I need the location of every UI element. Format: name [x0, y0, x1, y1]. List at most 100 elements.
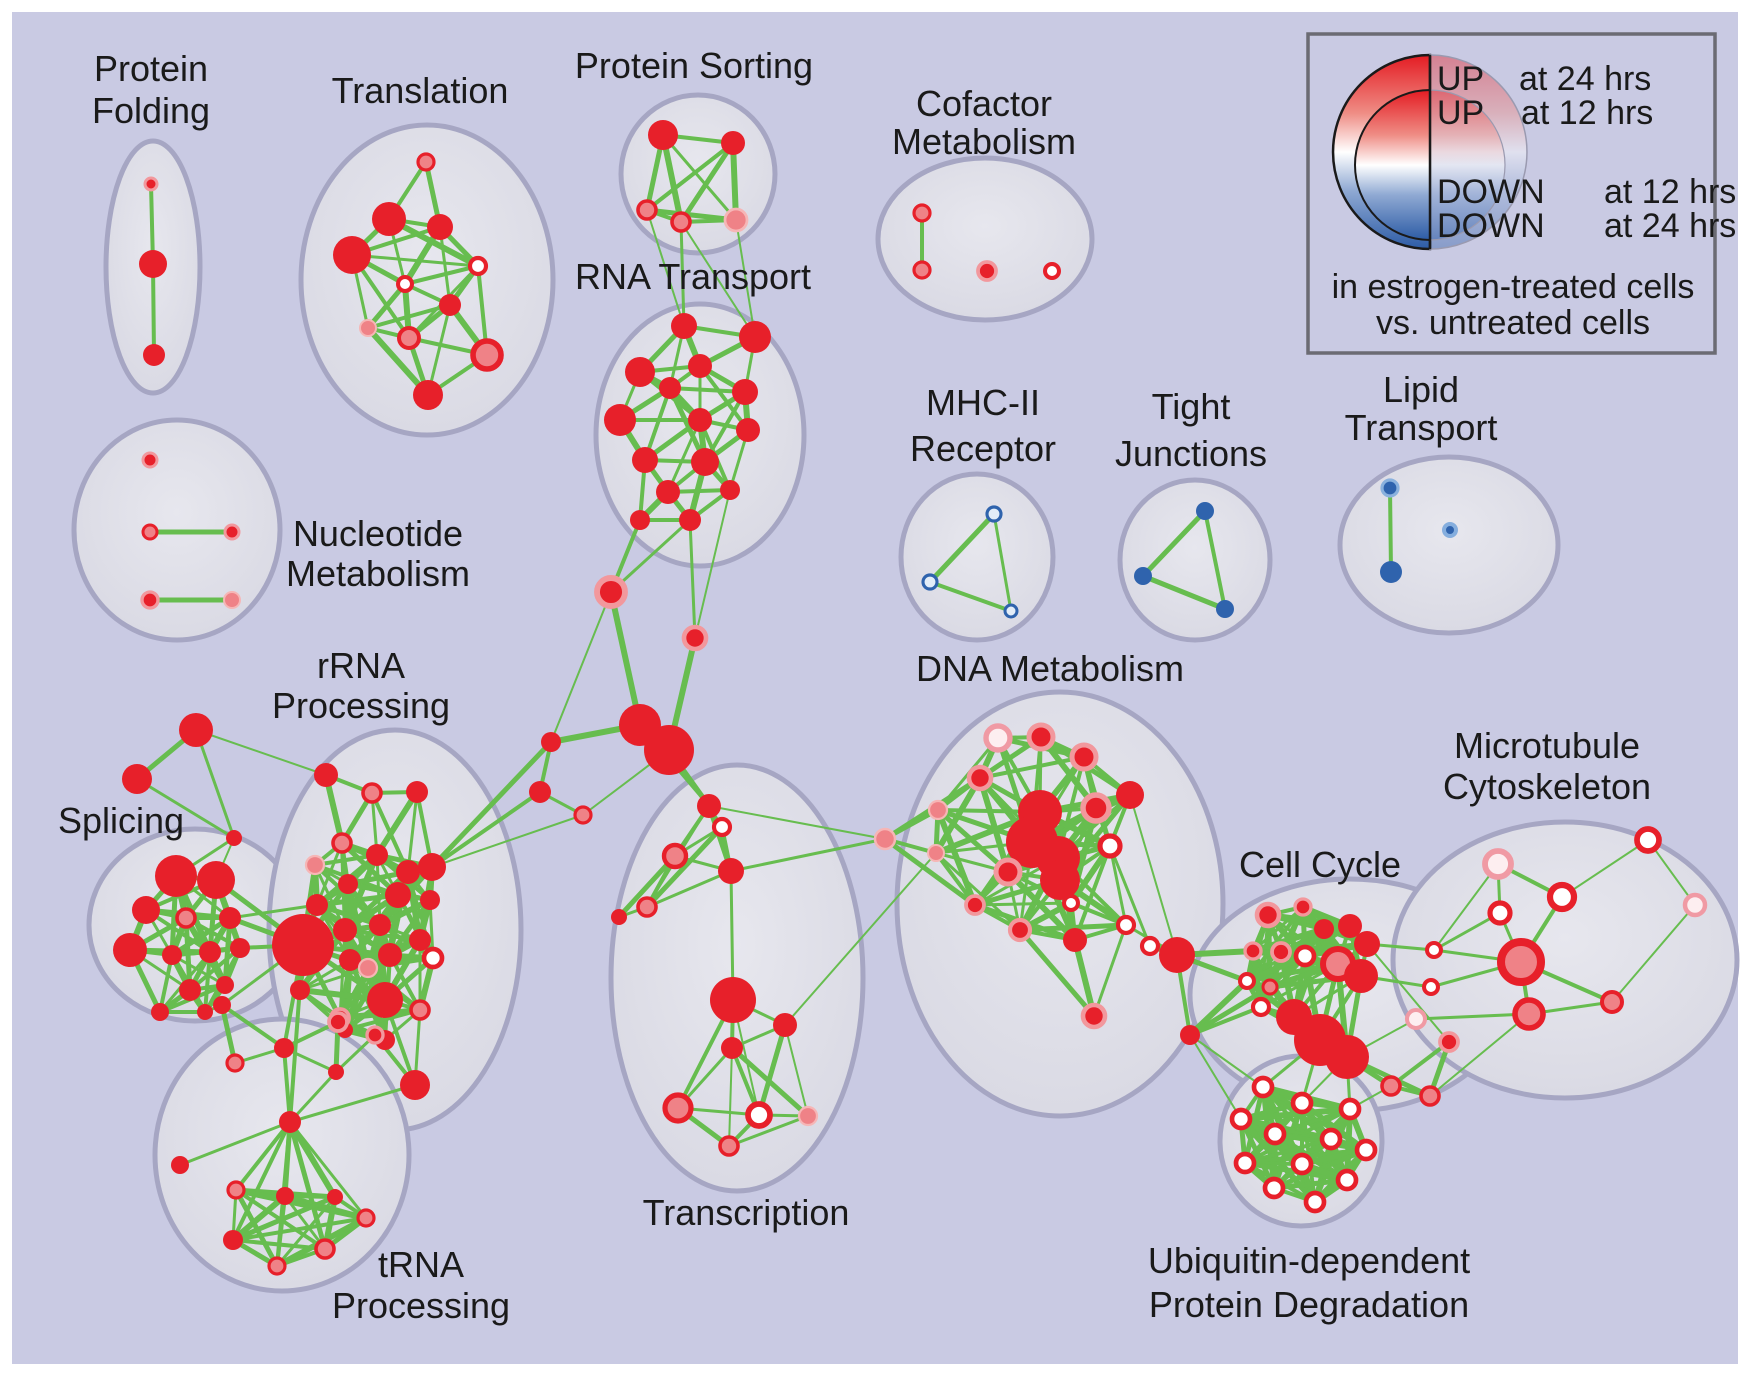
mesh-edge-rt	[698, 364, 750, 432]
gene-node-mt-3	[1425, 941, 1443, 959]
gene-node-tj-1	[1134, 567, 1152, 585]
gene-node-ub-0	[1251, 1075, 1275, 1099]
gene-node-hb-3	[644, 725, 694, 775]
gene-node-mt-9	[1634, 826, 1662, 854]
mesh-edge-tr	[287, 1119, 328, 1252]
gene-node-rr-15	[339, 949, 361, 971]
mesh-edge-ub	[1271, 1177, 1350, 1191]
gene-node-rr-20	[367, 982, 403, 1018]
cluster-ellipse-tr	[152, 1016, 412, 1294]
gene-node-tr-5	[223, 1230, 243, 1250]
mesh-edge-tl	[426, 303, 452, 397]
gene-node-tl-7	[359, 319, 377, 337]
gene-node-bt-4	[365, 1025, 385, 1045]
mesh-edge-tr	[230, 1193, 288, 1243]
gene-node-tx-7	[773, 1013, 797, 1037]
gene-node-rr-5	[366, 844, 388, 866]
gene-node-rt-11	[656, 480, 680, 504]
gene-node-cc-5	[1243, 941, 1263, 961]
gene-node-cc-20	[1380, 1075, 1402, 1097]
cluster-label-rt: RNA Transport	[575, 256, 811, 297]
gene-node-rr-13	[369, 914, 391, 936]
mesh-edge-ps	[678, 140, 736, 225]
legend-direction-label: DOWN	[1437, 207, 1545, 245]
gene-node-hb-5	[529, 781, 551, 803]
mesh-edge-tl	[366, 303, 452, 330]
bridge-edge	[430, 790, 542, 869]
gene-node-sp-2	[132, 896, 160, 924]
mesh-edge-dn	[977, 775, 1011, 875]
gene-node-tx-11	[797, 1105, 819, 1127]
gene-node-dn-13	[1040, 860, 1080, 900]
gene-node-sp-9	[179, 979, 201, 1001]
gene-node-sp-12	[197, 1004, 213, 1020]
cluster-label-sp: Splicing	[58, 800, 184, 841]
mesh-edge-ps	[661, 133, 738, 222]
gene-node-mt-6	[1497, 938, 1545, 986]
gene-node-cf-2	[976, 260, 998, 282]
mesh-edge-tr	[287, 1119, 338, 1200]
gene-node-ub-7	[1233, 1151, 1257, 1175]
gene-node-ps-0	[648, 120, 678, 150]
gene-node-tx-4	[636, 896, 658, 918]
gene-node-tx-8	[721, 1037, 743, 1059]
gene-node-dn-2	[1069, 742, 1099, 772]
gene-node-rt-14	[630, 510, 650, 530]
gene-node-tx-5	[611, 909, 627, 925]
bridge-edge	[195, 729, 327, 776]
gene-node-mh-2	[1003, 603, 1019, 619]
legend-time-label: at 24 hrs	[1604, 207, 1736, 245]
gene-node-nu-2	[223, 523, 241, 541]
bridge-edge	[679, 220, 686, 328]
mesh-edge-tx	[728, 1047, 733, 1147]
gene-node-ub-3	[1229, 1107, 1253, 1131]
mesh-edge-cc	[1250, 926, 1327, 954]
mesh-edge-tx	[616, 853, 678, 920]
mesh-edge-rt	[666, 418, 702, 494]
gene-node-ub-5	[1319, 1127, 1343, 1151]
gene-node-rr-12	[333, 918, 357, 942]
gene-node-mt-8	[1600, 990, 1624, 1014]
gene-node-mt-0	[1482, 848, 1514, 880]
bridge-edge	[178, 1120, 292, 1167]
gene-node-tl-8	[397, 326, 421, 350]
gene-node-pf-1	[139, 250, 167, 278]
legend-direction-label: UP	[1437, 94, 1484, 132]
bridge-edge	[708, 805, 886, 840]
gene-node-rt-6	[604, 404, 636, 436]
bridge-edge	[1203, 509, 1227, 611]
gene-node-rt-13	[679, 509, 701, 531]
bridge-edge	[135, 777, 236, 840]
gene-node-lp-0	[1380, 478, 1400, 498]
mesh-edge-cc	[1389, 1040, 1451, 1088]
gene-node-mt-5	[1404, 1007, 1428, 1031]
gene-node-pf-2	[143, 344, 165, 366]
mesh-edge-tr	[230, 1194, 338, 1243]
gene-node-dn-0	[983, 723, 1013, 753]
bridge-edge	[729, 837, 887, 873]
gene-node-rt-2	[625, 357, 655, 387]
bridge-edge	[646, 209, 685, 327]
cluster-label-nu: Nucleotide	[293, 513, 463, 554]
gene-node-tx-10	[745, 1101, 773, 1129]
mesh-edge-dn	[882, 836, 978, 908]
mesh-edge-dn	[973, 901, 1073, 907]
gene-node-ub-8	[1290, 1152, 1314, 1176]
mesh-edge-tx	[756, 1022, 788, 1118]
gene-node-dn-18	[1007, 917, 1033, 943]
gene-node-cc-16	[1159, 937, 1195, 973]
gene-node-tl-1	[372, 202, 406, 236]
cluster-label-tl: Translation	[332, 70, 509, 111]
bridge-edge	[431, 814, 584, 868]
gene-node-sp-5	[113, 933, 147, 967]
mesh-edge-tx	[784, 1024, 809, 1117]
gene-node-hb-0	[594, 575, 628, 609]
gene-node-sp-8	[230, 938, 250, 958]
gene-node-st-0	[179, 713, 213, 747]
cluster-ellipse-tj	[1117, 477, 1273, 643]
gene-node-rr-18	[421, 946, 445, 970]
bridge-edge	[1140, 573, 1228, 612]
gene-node-tx-12	[718, 1135, 740, 1157]
legend-footnote: vs. untreated cells	[1376, 304, 1650, 342]
